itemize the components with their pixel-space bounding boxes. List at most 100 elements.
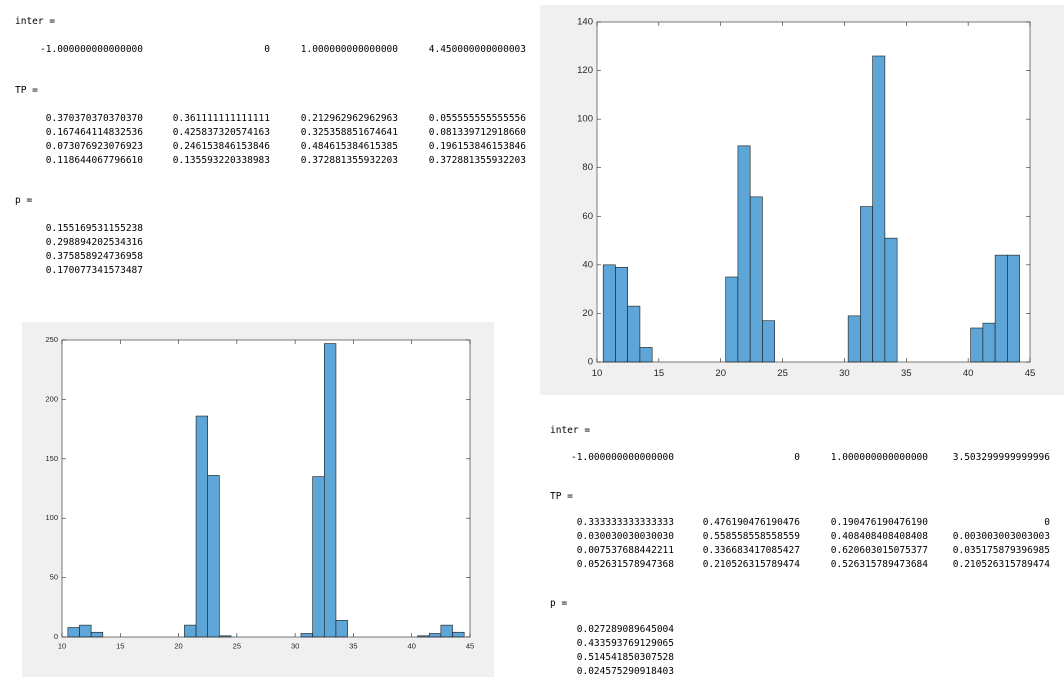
output-value: 0.514541850307528 xyxy=(577,652,675,663)
output-value: 0.336683417085427 xyxy=(703,545,800,556)
bar xyxy=(725,276,739,363)
x-tick-label: 45 xyxy=(466,641,474,650)
bar xyxy=(749,196,763,363)
output-value: 0.190476190476190 xyxy=(831,517,929,528)
bar xyxy=(847,315,861,363)
y-tick-label: 200 xyxy=(45,394,58,403)
bar xyxy=(1007,254,1020,363)
y-tick-label: 60 xyxy=(582,211,593,222)
output-value: 0 xyxy=(264,44,270,55)
output-value: 0.003003003003003 xyxy=(953,531,1050,542)
output-label: p = xyxy=(15,195,32,206)
output-value: 0 xyxy=(794,452,800,463)
y-tick-label: 120 xyxy=(577,65,593,76)
bar xyxy=(323,343,337,638)
x-tick-label: 30 xyxy=(839,368,850,379)
y-tick-label: 100 xyxy=(577,114,593,125)
bar xyxy=(627,305,641,363)
output-label: p = xyxy=(550,598,567,609)
y-tick-label: 150 xyxy=(45,454,58,463)
output-value: 0.433593769129065 xyxy=(577,638,674,649)
bar xyxy=(312,476,325,638)
output-value: 0.372881355932203 xyxy=(301,155,398,166)
x-tick-label: 35 xyxy=(901,368,912,379)
bar xyxy=(207,475,220,638)
plot-area xyxy=(62,340,470,637)
y-tick-label: 20 xyxy=(582,308,593,319)
output-label: inter = xyxy=(15,16,55,27)
output-value: 0.361111111111111 xyxy=(173,113,271,124)
output-value: 0.081339712918660 xyxy=(429,127,527,138)
y-tick-label: 40 xyxy=(582,259,593,270)
output-value: 0.024575290918403 xyxy=(577,666,674,677)
bar xyxy=(300,633,313,638)
bar xyxy=(67,627,80,638)
bar xyxy=(615,266,628,363)
bar xyxy=(860,206,873,363)
x-tick-label: 25 xyxy=(233,641,241,650)
output-value: 0.370370370370370 xyxy=(46,113,144,124)
output-value: 0.558558558558559 xyxy=(703,531,801,542)
output-value: 0.408408408408408 xyxy=(831,531,929,542)
output-value: 0.333333333333333 xyxy=(577,517,674,528)
output-value: 0.030030030030030 xyxy=(577,531,675,542)
output-value: 0.052631578947368 xyxy=(577,559,675,570)
output-value: 0.484615384615385 xyxy=(301,141,398,152)
output-value: 0.167464114832536 xyxy=(46,127,144,138)
output-value: 0.196153846153846 xyxy=(429,141,527,152)
x-tick-label: 15 xyxy=(654,368,665,379)
x-tick-label: 20 xyxy=(715,368,726,379)
y-tick-label: 80 xyxy=(582,162,593,173)
output-value: 0.027289089645004 xyxy=(577,624,675,635)
output-value: 0.118644067796610 xyxy=(46,155,144,166)
output-value: 0.212962962962963 xyxy=(301,113,398,124)
bar xyxy=(184,624,197,638)
bar xyxy=(762,320,775,363)
output-value: -1.000000000000000 xyxy=(40,44,143,55)
output-value: 0.135593220338983 xyxy=(173,155,270,166)
x-tick-label: 45 xyxy=(1025,368,1036,379)
bar xyxy=(639,347,653,363)
y-tick-label: 50 xyxy=(50,573,58,582)
x-tick-label: 40 xyxy=(408,641,416,650)
output-value: 0.210526315789474 xyxy=(703,559,801,570)
output-value: 0.155169531155238 xyxy=(46,223,144,234)
x-tick-label: 40 xyxy=(963,368,974,379)
bar xyxy=(440,624,453,638)
x-tick-label: 10 xyxy=(58,641,66,650)
x-tick-label: 15 xyxy=(116,641,124,650)
output-label: inter = xyxy=(550,425,590,436)
bar xyxy=(452,631,465,638)
output-value: 0.620603015075377 xyxy=(831,545,928,556)
output-value: 0.298894202534316 xyxy=(46,237,144,248)
output-value: -1.000000000000000 xyxy=(571,452,674,463)
output-value: 3.503299999999996 xyxy=(953,452,1051,463)
output-value: 0 xyxy=(1044,517,1050,528)
y-tick-label: 0 xyxy=(54,632,58,641)
plot-box xyxy=(596,21,1031,363)
bar xyxy=(335,620,348,638)
x-tick-label: 20 xyxy=(174,641,182,650)
output-value: 0.055555555555556 xyxy=(429,113,527,124)
output-value: 1.000000000000000 xyxy=(831,452,929,463)
bar xyxy=(884,237,898,363)
bar xyxy=(994,254,1008,363)
y-tick-label: 140 xyxy=(577,17,593,28)
output-value: 0.035175879396985 xyxy=(953,545,1050,556)
plot-box xyxy=(61,339,471,638)
x-tick-label: 25 xyxy=(777,368,788,379)
output-value: 0.170077341573487 xyxy=(46,265,143,276)
y-tick-label: 100 xyxy=(45,513,58,522)
x-tick-label: 10 xyxy=(592,368,603,379)
bar xyxy=(602,264,616,363)
output-value: 0.425837320574163 xyxy=(173,127,270,138)
bar xyxy=(195,415,209,638)
output-label: TP = xyxy=(550,491,573,502)
y-tick-label: 250 xyxy=(45,335,58,344)
bar xyxy=(982,322,996,363)
bar xyxy=(872,55,886,363)
bar xyxy=(79,624,92,638)
output-value: 0.476190476190476 xyxy=(703,517,801,528)
bar xyxy=(90,631,104,638)
